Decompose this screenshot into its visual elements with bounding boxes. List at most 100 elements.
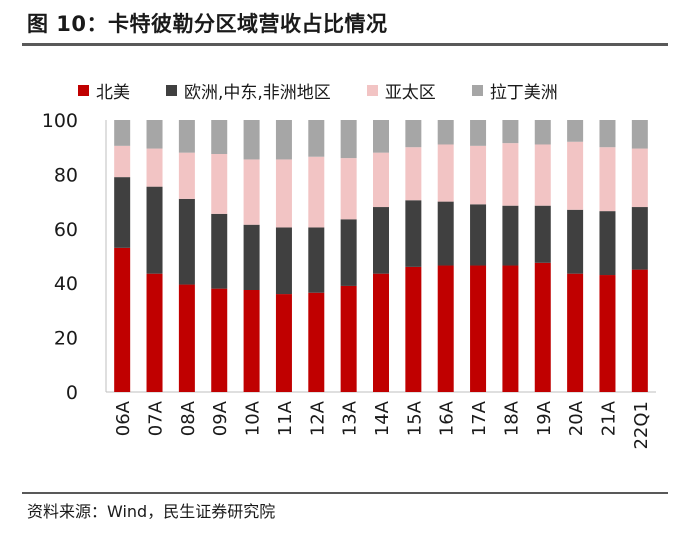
- bar-segment: [275, 120, 292, 160]
- legend-label: 拉丁美洲: [489, 83, 558, 103]
- bar-segment: [631, 269, 648, 392]
- bar-segment: [567, 141, 584, 210]
- x-tick-label: 12A: [307, 400, 328, 436]
- bar-segment: [534, 144, 551, 206]
- bar-segment: [275, 227, 292, 295]
- bar-segment: [211, 213, 228, 289]
- x-tick-label: 14A: [372, 400, 393, 436]
- bar-segment: [405, 266, 422, 392]
- bar-segment: [405, 200, 422, 267]
- bar-segment: [373, 207, 389, 274]
- bar-segment: [470, 120, 487, 146]
- bar-segment: [437, 265, 454, 392]
- bar-segment: [243, 120, 260, 160]
- bar-segment: [373, 152, 389, 208]
- legend-label: 北美: [96, 83, 130, 103]
- x-tick-label: 13A: [340, 400, 361, 436]
- bar-segment: [437, 120, 454, 145]
- x-tick-label: 16A: [437, 400, 458, 436]
- x-tick-label: 09A: [210, 400, 231, 436]
- bar-segment: [502, 143, 519, 206]
- y-tick-label: 20: [54, 328, 78, 350]
- bar-segment: [470, 265, 487, 392]
- bar-segment: [308, 156, 325, 228]
- bar-segment: [308, 227, 325, 293]
- bar-segment: [470, 145, 487, 205]
- bar-segment: [243, 159, 260, 225]
- x-tick-label: 21A: [598, 400, 619, 436]
- bar-segment: [114, 247, 131, 392]
- bar-segment: [405, 147, 422, 201]
- bar-segment: [599, 211, 616, 276]
- bar-segment: [502, 120, 519, 144]
- legend-label: 亚太区: [384, 83, 436, 103]
- bar-segment: [243, 224, 260, 290]
- bar-segment: [631, 207, 648, 270]
- x-tick-label: 17A: [469, 400, 490, 436]
- bar-segment: [275, 294, 292, 392]
- x-tick-label: 22Q1: [631, 401, 652, 450]
- bar-segment: [243, 290, 260, 392]
- bar-segment: [631, 120, 648, 149]
- bar-segment: [470, 204, 487, 266]
- bar-segment: [146, 273, 163, 392]
- x-tick-label: 20A: [566, 400, 587, 436]
- title-rule: [22, 43, 668, 46]
- bar-segment: [178, 284, 195, 392]
- x-tick-label: 11A: [275, 400, 296, 436]
- x-tick-label: 19A: [534, 400, 555, 436]
- bar-segment: [340, 219, 357, 286]
- bar-segment: [114, 145, 131, 178]
- bar-segment: [178, 198, 195, 285]
- x-tick-label: 10A: [243, 400, 264, 436]
- y-tick-label: 0: [66, 382, 78, 404]
- bar-segment: [340, 158, 357, 220]
- legend-item-north-america: 北美: [78, 78, 130, 103]
- legend-swatch: [471, 85, 483, 96]
- legend-swatch: [166, 85, 177, 96]
- legend-item-asia-pacific: 亚太区: [366, 78, 436, 103]
- bar-segment: [146, 120, 163, 149]
- figure-title: 图 10：卡特彼勒分区域营收占比情况: [27, 12, 388, 36]
- bar-segment: [437, 201, 454, 266]
- bar-segment: [114, 120, 131, 146]
- bar-segment: [146, 186, 163, 274]
- legend-label: 欧洲,中东,非洲地区: [184, 83, 331, 103]
- y-tick-label: 40: [54, 273, 78, 295]
- source-note: 资料来源：Wind，民生证券研究院: [27, 502, 276, 521]
- bar-segment: [599, 120, 616, 148]
- bar-segment: [308, 292, 325, 392]
- bar-segment: [534, 262, 551, 392]
- y-tick-label: 60: [54, 219, 78, 241]
- bar-segment: [599, 147, 616, 212]
- y-tick-label: 100: [42, 110, 78, 132]
- bar-segment: [373, 120, 389, 153]
- x-tick-label: 06A: [113, 400, 134, 436]
- bar-segment: [599, 275, 616, 392]
- bar-segment: [405, 120, 422, 148]
- bar-segment: [631, 148, 648, 208]
- bar-segment: [275, 159, 292, 228]
- bar-segment: [502, 205, 519, 266]
- bar-segment: [502, 265, 519, 392]
- bar-segment: [340, 120, 357, 159]
- bar-segment: [534, 120, 551, 145]
- legend-swatch: [366, 85, 378, 96]
- bar-segment: [340, 285, 357, 392]
- bar-segment: [567, 273, 584, 392]
- bar-segment: [178, 152, 195, 199]
- bar-segment: [211, 288, 228, 392]
- y-tick-label: 80: [54, 164, 78, 186]
- bar-segment: [567, 209, 584, 274]
- bar-segment: [178, 120, 195, 153]
- x-tick-label: 18A: [501, 400, 522, 436]
- bar-segment: [567, 120, 584, 142]
- bar-segment: [114, 177, 131, 248]
- bar-segment: [437, 144, 454, 202]
- bar-segment: [534, 205, 551, 263]
- bar-segment: [211, 154, 228, 214]
- bar-segment: [308, 120, 325, 157]
- x-tick-label: 08A: [178, 400, 199, 436]
- x-tick-label: 07A: [146, 400, 167, 436]
